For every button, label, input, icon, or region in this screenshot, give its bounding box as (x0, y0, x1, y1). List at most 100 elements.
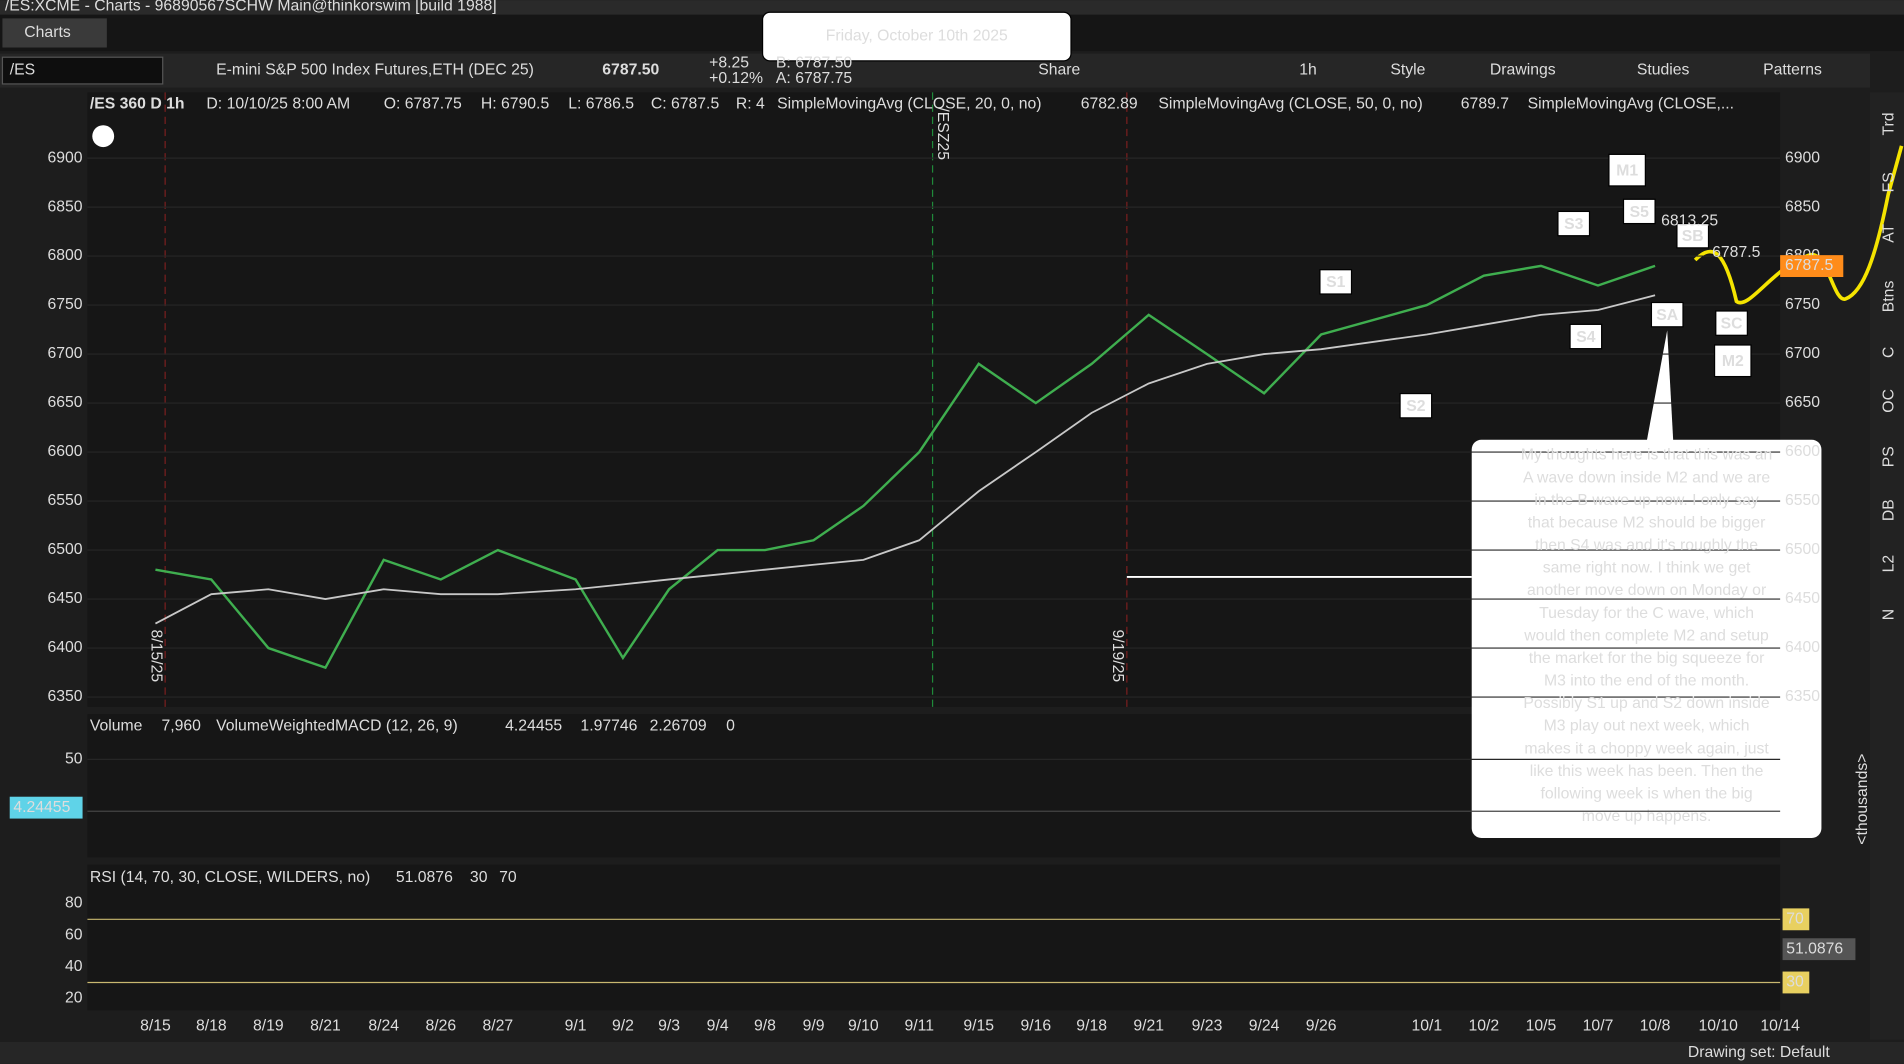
y-tick-label-right: 6850 (1785, 198, 1820, 215)
wave-label-box (1569, 323, 1603, 350)
x-tick-label: 9/15 (963, 1017, 994, 1034)
level-tag: 70 (1786, 910, 1804, 927)
y-tick-label: 6900 (47, 149, 82, 166)
note-line: like this week has been. Then the (1530, 763, 1764, 780)
y-tick-label: 6400 (47, 639, 82, 656)
note-line: same right now. I think we get (1543, 560, 1751, 577)
price-tag: 6787.5 (1785, 257, 1833, 274)
y-tick-label: 6450 (47, 590, 82, 607)
x-tick-label: 10/8 (1640, 1017, 1671, 1034)
x-tick-label: 9/18 (1076, 1017, 1107, 1034)
wave-label: S2 (1406, 398, 1426, 415)
bid: B: 6787.50 (776, 54, 852, 71)
x-tick-label: 8/21 (310, 1017, 341, 1034)
note-line: in the B wave up now. I only say (1534, 492, 1758, 509)
x-tick-label: 9/1 (565, 1017, 587, 1034)
wave-label: S1 (1326, 274, 1346, 291)
wave-label: M1 (1616, 163, 1638, 180)
vertical-marker: 9/19/25 (1109, 630, 1126, 683)
bubble-value: 6787.5 (1712, 244, 1760, 261)
chart-header-item: SimpleMovingAvg (CLOSE,... (1528, 96, 1735, 113)
y-tick-label-right: 6400 (1785, 639, 1820, 656)
wave-label: SC (1721, 316, 1743, 333)
sidebar-tab[interactable]: Btns (1881, 281, 1898, 313)
sidebar-tab[interactable]: C (1881, 347, 1898, 358)
chart-header-item: /ES 360 D 1h (90, 96, 185, 113)
x-tick-label: 10/14 (1760, 1017, 1800, 1034)
change: +8.25 (709, 54, 749, 71)
rsi-header-item: RSI (14, 70, 30, CLOSE, WILDERS, no) (90, 869, 370, 886)
toolbar-button[interactable]: Drawings (1490, 62, 1556, 79)
date-banner-box (761, 11, 1072, 62)
content: /ES:XCME - Charts - 96890567SCHW Main@th… (5, 0, 1898, 1061)
toolbar-button[interactable]: Share (1038, 62, 1080, 79)
sidebar-tab[interactable]: FS (1881, 172, 1898, 192)
rsi-header-item: 30 (470, 869, 488, 886)
toolbar-button[interactable]: 1h (1299, 62, 1317, 79)
x-tick-label: 9/16 (1020, 1017, 1051, 1034)
date-banner: Friday, October 10th 2025 (826, 28, 1008, 45)
x-tick-label: 8/26 (425, 1017, 456, 1034)
sidebar-tab[interactable]: L2 (1881, 555, 1898, 573)
chart-header-item: 6789.7 (1461, 96, 1509, 113)
wave-label-box (1713, 344, 1752, 378)
toolbar-button[interactable]: Studies (1637, 62, 1690, 79)
x-tick-label: 10/10 (1698, 1017, 1738, 1034)
symbol: /ES (10, 62, 35, 79)
level-tag-box (1782, 971, 1810, 994)
x-tick-label: 8/24 (368, 1017, 399, 1034)
x-tick-label: 8/18 (196, 1017, 227, 1034)
x-tick-label: 10/7 (1583, 1017, 1614, 1034)
x-tick-label: 8/19 (253, 1017, 284, 1034)
note-line: A wave down inside M2 and we are (1523, 469, 1770, 486)
y-tick-label: 60 (65, 926, 83, 943)
y-tick-label-right: 6350 (1785, 688, 1820, 705)
window-title: /ES:XCME - Charts - 96890567SCHW Main@th… (5, 0, 497, 14)
sidebar-tab[interactable]: AT (1881, 223, 1898, 242)
volume-header-item: 2.26709 (650, 717, 707, 734)
y-tick-label: 6600 (47, 443, 82, 460)
y-tick-label: 6650 (47, 394, 82, 411)
status-text: Drawing set: Default (1688, 1044, 1831, 1061)
sidebar-tab[interactable]: DB (1881, 499, 1898, 521)
sidebar-tab[interactable]: N (1881, 609, 1898, 620)
y-tick-label: 6850 (47, 198, 82, 215)
y-tick-label-right: 6550 (1785, 492, 1820, 509)
toolbar-button[interactable]: Patterns (1763, 62, 1822, 79)
note-line: that because M2 should be bigger (1528, 514, 1766, 531)
note-line: then S4 was and it's roughly the (1535, 537, 1758, 554)
sidebar-tab[interactable]: Trd (1881, 112, 1898, 135)
sidebar-tab[interactable]: OC (1881, 389, 1898, 413)
wave-label: M2 (1722, 353, 1744, 370)
chart-header-item: SimpleMovingAvg (CLOSE, 20, 0, no) (777, 96, 1041, 113)
volume-header-item: Volume (90, 717, 143, 734)
y-tick-label-right: 6450 (1785, 590, 1820, 607)
wave-label-box (1608, 153, 1646, 187)
tab[interactable] (2, 18, 107, 48)
price-tag-box (1780, 255, 1844, 277)
info-icon (92, 125, 115, 148)
ask: A: 6787.75 (776, 70, 852, 87)
description: E-mini S&P 500 Index Futures,ETH (DEC 25… (216, 62, 534, 79)
status-bar (0, 1042, 1904, 1064)
wave-label: S3 (1564, 216, 1584, 233)
wave-label: S5 (1630, 204, 1650, 221)
x-tick-label: 9/2 (612, 1017, 634, 1034)
level-tag-box (1782, 908, 1810, 931)
note-line: M3 play out next week, which (1544, 718, 1750, 735)
toolbar-button[interactable]: Style (1390, 62, 1425, 79)
note-line: Possibly S1 up and S2 down inside (1523, 695, 1770, 712)
wave-label: S4 (1576, 329, 1596, 346)
y-tick-label-right: 6750 (1785, 296, 1820, 313)
note-line: M3 into the end of the month. (1544, 673, 1749, 690)
x-tick-label: 9/10 (848, 1017, 879, 1034)
y-tick-label-right: 6650 (1785, 394, 1820, 411)
sidebar-tab[interactable]: PS (1881, 446, 1898, 467)
note-line: another move down on Monday or (1527, 582, 1766, 599)
unit-label: <thousands> (1854, 754, 1871, 845)
symbol-box[interactable] (1, 56, 164, 85)
chart-header-item: H: 6790.5 (481, 96, 550, 113)
note-line: makes it a choppy week again, just (1524, 740, 1769, 757)
note-box (1471, 439, 1822, 838)
